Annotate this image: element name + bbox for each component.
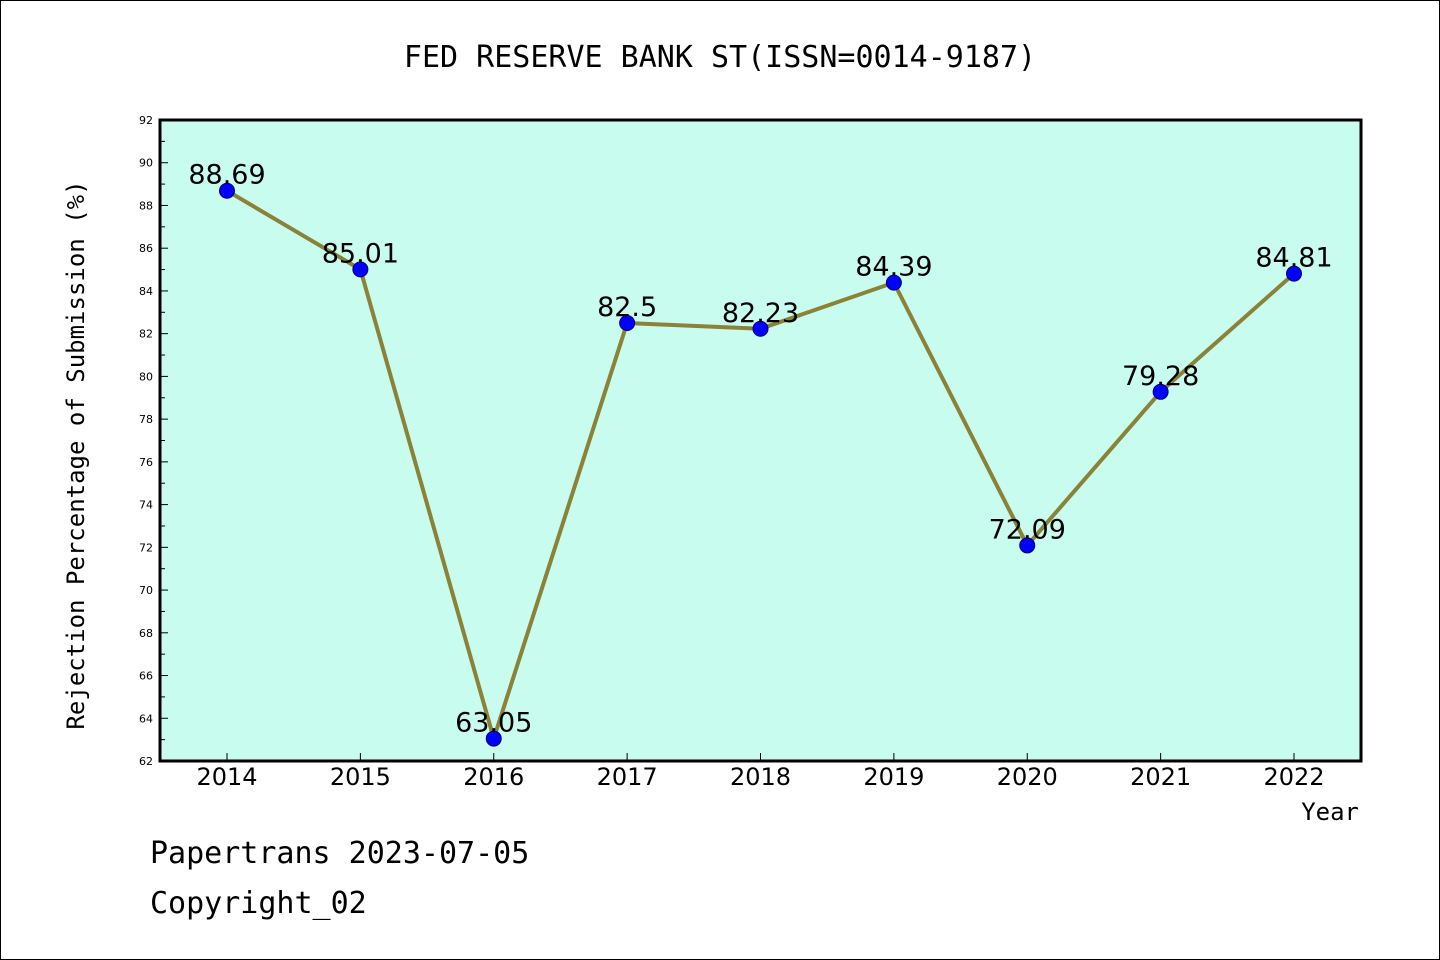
data-label: 63.05	[455, 708, 532, 739]
y-tick-label: 78	[139, 413, 153, 426]
x-axis-ticks: 2014 2015 2016 2017 2018 2019 2020 2021 2022	[196, 753, 1325, 791]
y-tick-label: 90	[139, 157, 153, 170]
x-tick-label: 2018	[730, 763, 791, 791]
y-tick-label: 74	[139, 499, 153, 512]
y-tick-label: 62	[139, 755, 153, 768]
y-tick-label: 80	[139, 370, 153, 383]
x-axis-label: Year	[1301, 798, 1359, 826]
y-tick-label: 66	[139, 670, 153, 683]
y-tick-label: 64	[139, 712, 153, 725]
y-tick-label: 92	[139, 114, 153, 127]
y-tick-label: 88	[139, 199, 153, 212]
footer-date-line: Papertrans 2023-07-05	[150, 836, 530, 871]
data-point-marker	[352, 261, 369, 278]
y-tick-label: 68	[139, 627, 153, 640]
data-point-marker	[485, 730, 502, 747]
data-label: 85.01	[322, 238, 399, 269]
y-tick-label: 70	[139, 584, 153, 597]
x-tick-label: 2019	[863, 763, 924, 791]
footer-copyright: Copyright_02	[150, 886, 367, 921]
data-point-marker	[219, 182, 235, 199]
x-tick-label: 2014	[196, 763, 257, 791]
y-tick-label: 82	[139, 328, 153, 341]
data-label: 82.23	[722, 298, 799, 329]
series-line-group	[219, 182, 1302, 747]
data-label: 84.81	[1255, 243, 1332, 274]
data-label: 79.28	[1122, 361, 1199, 392]
y-axis-ticks: 62 64 66 68 70 72 74 76 78 80 82 84 86 88 90 92	[139, 114, 168, 768]
data-point-marker	[1152, 383, 1169, 400]
data-labels: 88.69 85.01 63.05 82.5 82.23 84.39 72.09 79.28 8…	[188, 160, 1332, 739]
x-tick-label: 2022	[1263, 763, 1324, 791]
y-tick-label: 84	[139, 285, 153, 298]
x-tick-label: 2015	[330, 763, 391, 791]
data-label: 84.39	[855, 252, 932, 283]
plot-area	[158, 118, 1363, 763]
y-tick-label: 76	[139, 456, 153, 469]
data-point-marker	[1286, 265, 1302, 282]
x-tick-label: 2017	[597, 763, 658, 791]
x-tick-label: 2021	[1130, 763, 1191, 791]
data-label: 82.5	[597, 292, 657, 323]
data-point-marker	[1019, 537, 1036, 554]
y-tick-label: 86	[139, 242, 153, 255]
data-point-marker	[752, 320, 769, 337]
data-label: 88.69	[188, 160, 265, 191]
y-tick-label: 72	[139, 541, 153, 554]
data-point-marker	[619, 314, 636, 331]
y-axis-label: Rejection Percentage of Submission (%)	[62, 180, 90, 729]
x-tick-label: 2020	[997, 763, 1058, 791]
chart-title: FED RESERVE BANK ST(ISSN=0014-9187)	[404, 40, 1036, 75]
x-tick-label: 2016	[463, 763, 524, 791]
data-point-marker	[885, 274, 902, 291]
data-label: 72.09	[989, 514, 1066, 545]
